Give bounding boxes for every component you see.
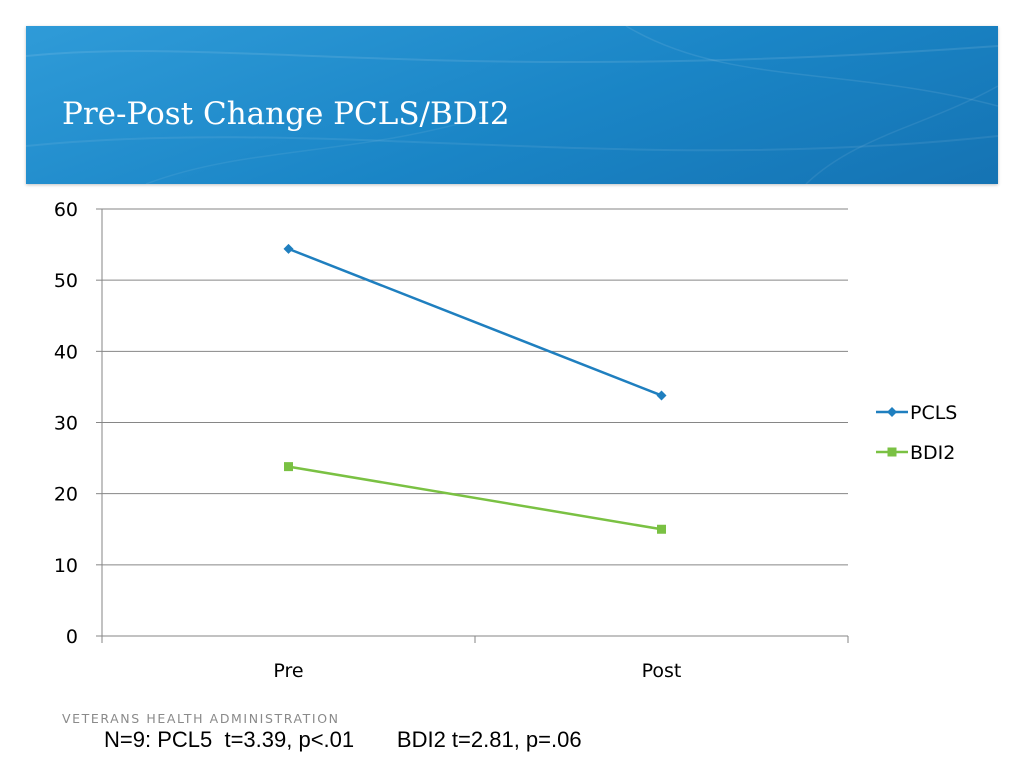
legend-marker-pcls bbox=[887, 407, 897, 417]
slide-title: Pre-Post Change PCLS/BDI2 bbox=[62, 96, 510, 132]
series-line-pcls bbox=[288, 247, 662, 397]
footer-org-name: VETERANS HEALTH ADMINISTRATION bbox=[62, 711, 340, 726]
legend-label-bdi2: BDI2 bbox=[910, 442, 955, 464]
stats-footnote: N=9: PCL5 t=3.39, p<.01 BDI2 t=2.81, p=.… bbox=[104, 727, 582, 752]
series-line-bdi2 bbox=[288, 465, 662, 531]
y-tick-label: 50 bbox=[54, 270, 78, 292]
x-tick-labels: Pre Post bbox=[273, 660, 681, 682]
legend: PCLS BDI2 bbox=[876, 402, 957, 464]
y-tick-label: 60 bbox=[54, 199, 78, 221]
x-tick-label: Post bbox=[642, 660, 682, 682]
y-tick-label: 40 bbox=[54, 341, 78, 363]
data-point-pcls bbox=[656, 390, 667, 401]
y-tick-label: 20 bbox=[54, 484, 78, 506]
header-band: Pre-Post Change PCLS/BDI2 bbox=[26, 26, 998, 184]
y-tick-label: 0 bbox=[66, 626, 78, 648]
x-tick-label: Pre bbox=[273, 660, 303, 682]
header-texture bbox=[26, 26, 998, 184]
data-point-bdi2 bbox=[284, 462, 293, 472]
line-chart: 0 10 20 30 40 50 60 Pre Post PCLS BDI2 bbox=[54, 199, 958, 682]
series-lines bbox=[283, 243, 667, 534]
axes bbox=[96, 208, 849, 643]
y-tick-label: 10 bbox=[54, 555, 78, 577]
grid-lines bbox=[102, 208, 848, 566]
y-tick-label: 30 bbox=[54, 413, 78, 435]
data-point-bdi2 bbox=[657, 524, 666, 534]
y-tick-labels: 0 10 20 30 40 50 60 bbox=[54, 199, 78, 648]
legend-label-pcls: PCLS bbox=[910, 402, 957, 424]
legend-marker-bdi2 bbox=[887, 447, 897, 457]
data-point-pcls bbox=[283, 243, 294, 254]
